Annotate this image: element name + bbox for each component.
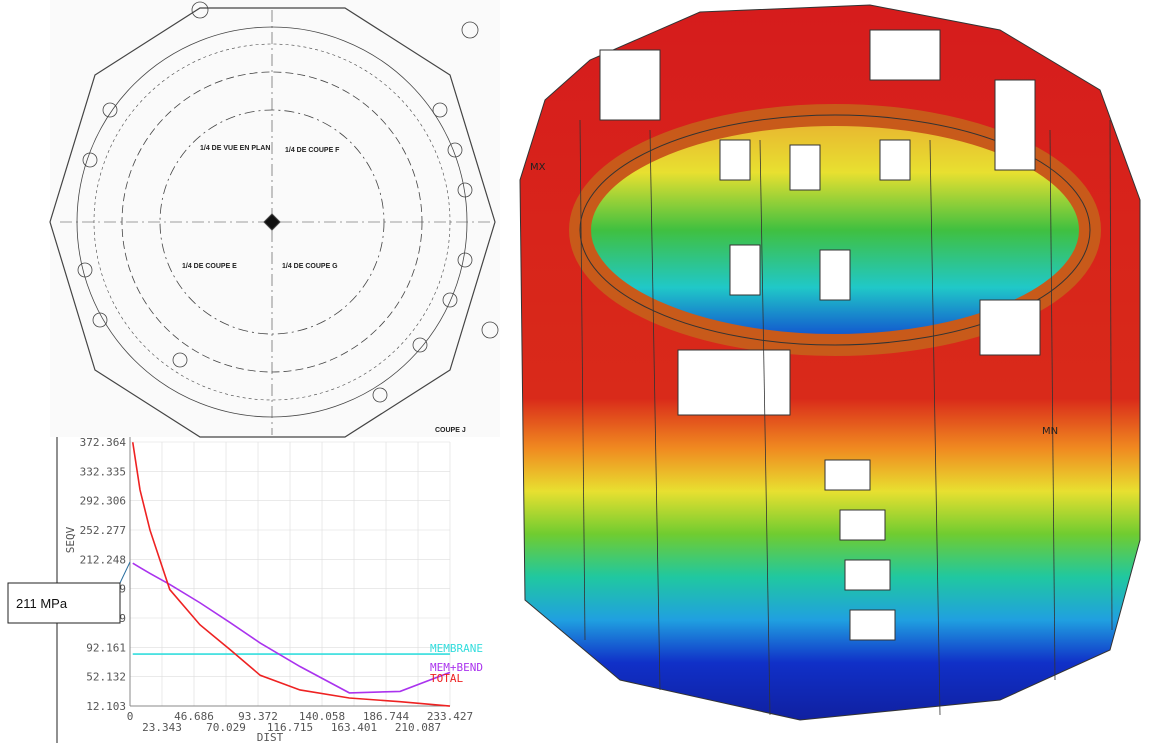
y-tick-label: 212.248 bbox=[80, 553, 126, 566]
legend-label: MEM+BEND bbox=[430, 661, 483, 674]
y-axis-label: SEQV bbox=[64, 526, 77, 553]
render-label: MN bbox=[1042, 426, 1058, 437]
drawing-label: 1/4 DE COUPE G bbox=[282, 263, 338, 270]
annotation-box bbox=[7, 582, 121, 624]
y-tick-label: 12.103 bbox=[86, 700, 126, 713]
y-tick-label: 372.364 bbox=[80, 436, 127, 449]
line-series bbox=[131, 442, 451, 707]
y-tick-label: 252.277 bbox=[80, 524, 126, 537]
x-tick-label: 186.744 bbox=[363, 710, 410, 723]
x-tick-label: 70.029 bbox=[206, 721, 246, 734]
annotation-leader bbox=[119, 561, 131, 584]
drawing-label: 1/4 DE COUPE F bbox=[285, 147, 340, 154]
line-series bbox=[132, 562, 451, 694]
x-tick-label: 163.401 bbox=[331, 721, 377, 734]
y-tick-label: 292.306 bbox=[80, 495, 126, 508]
fea-render bbox=[519, 4, 1141, 721]
annotation: 211 MPa bbox=[16, 596, 68, 611]
x-tick-label: 116.715 bbox=[267, 721, 313, 734]
y-tick-label: 332.335 bbox=[80, 465, 126, 478]
x-tick-label: 210.087 bbox=[395, 721, 441, 734]
x-axis-label: DIST bbox=[257, 731, 284, 743]
blueprint bbox=[49, 0, 500, 438]
x-tick-label: 0 bbox=[127, 710, 134, 723]
legend-label: MEMBRANE bbox=[430, 642, 483, 655]
drawing-label: 1/4 DE VUE EN PLAN bbox=[200, 145, 270, 152]
x-tick-label: 140.058 bbox=[299, 710, 345, 723]
x-tick-label: 233.427 bbox=[427, 710, 473, 723]
y-tick-label: 92.161 bbox=[86, 641, 126, 654]
chart: 12.10352.13292.161132.19172.219212.24825… bbox=[64, 436, 483, 743]
drawing-label: COUPE J bbox=[435, 427, 466, 434]
y-tick-label: 52.132 bbox=[86, 671, 126, 684]
render-label: MX bbox=[530, 162, 546, 173]
legend-label: TOTAL bbox=[430, 672, 463, 685]
x-tick-label: 93.372 bbox=[238, 710, 278, 723]
drawing-label: 1/4 DE COUPE E bbox=[182, 263, 237, 270]
x-tick-label: 23.343 bbox=[142, 721, 182, 734]
x-tick-label: 46.686 bbox=[174, 710, 214, 723]
